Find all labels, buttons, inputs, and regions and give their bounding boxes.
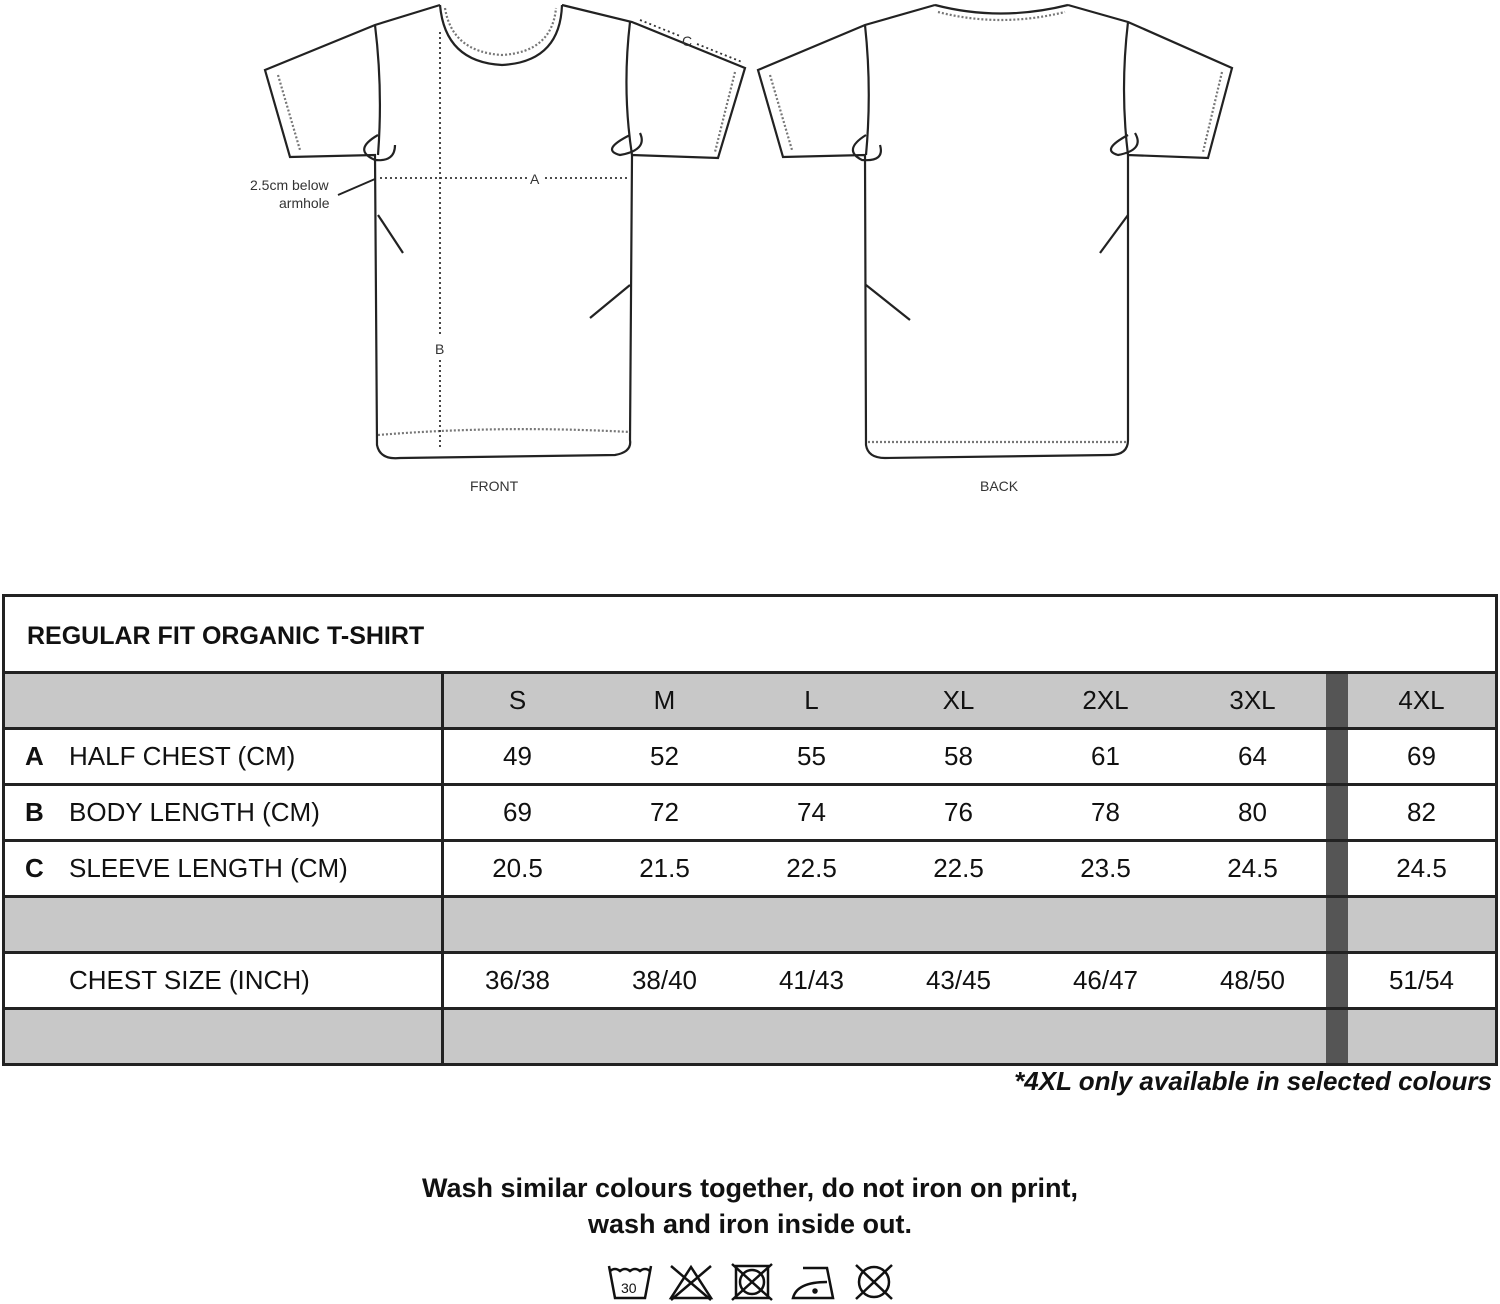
table-row: C SLEEVE LENGTH (CM) 20.5 21.5 22.5 22.5 23.5 2… — [5, 839, 1495, 895]
blank-row — [5, 895, 1495, 951]
cell: 52 — [650, 741, 679, 771]
cell: 43/45 — [925, 965, 992, 995]
cell: 51/54 — [1388, 965, 1455, 995]
back-tshirt — [756, 3, 1234, 460]
row-label: CHEST SIZE (INCH) — [69, 965, 310, 995]
cell: 55 — [797, 741, 826, 771]
cell: 69 — [1407, 741, 1436, 771]
front-tshirt — [263, 3, 747, 460]
row-label: HALF CHEST (CM) — [69, 741, 296, 771]
cell: 80 — [1238, 797, 1267, 827]
cell: 36/38 — [484, 965, 551, 995]
blank-row — [5, 1007, 1495, 1063]
cell: 38/40 — [631, 965, 698, 995]
footnote: *4XL only available in selected colours — [1014, 1066, 1492, 1096]
size-header: M — [653, 685, 676, 715]
care-line: wash and iron inside out. — [587, 1209, 913, 1239]
back-label: BACK — [980, 478, 1019, 494]
cell: 49 — [503, 741, 532, 771]
no-dry-clean-icon — [855, 1264, 893, 1300]
cell: 48/50 — [1219, 965, 1286, 995]
care-line: Wash similar colours together, do not ir… — [421, 1173, 1079, 1203]
cell: 24.5 — [1396, 853, 1447, 883]
measure-c-label: C — [682, 33, 692, 49]
care-instructions: Wash similar colours together, do not ir… — [0, 1170, 1500, 1242]
row-label: BODY LENGTH (CM) — [69, 797, 320, 827]
column-separator — [1326, 730, 1348, 783]
cell: 78 — [1091, 797, 1120, 827]
no-bleach-icon — [668, 1264, 714, 1301]
wash-30-icon: 30 — [607, 1265, 653, 1300]
row-letter: A — [25, 741, 44, 771]
armhole-arrow — [337, 178, 376, 196]
column-separator — [1326, 674, 1348, 727]
front-label: FRONT — [470, 478, 519, 494]
chest-size-row: CHEST SIZE (INCH) 36/38 38/40 41/43 43/4… — [5, 951, 1495, 1007]
measure-a-label: A — [530, 171, 540, 187]
measurement-lines — [380, 19, 743, 447]
cell: 58 — [944, 741, 973, 771]
table-title-row: REGULAR FIT ORGANIC T-SHIRT — [5, 597, 1495, 671]
cell: 46/47 — [1072, 965, 1139, 995]
row-label: SLEEVE LENGTH (CM) — [69, 853, 348, 883]
cell: 76 — [944, 797, 973, 827]
armhole-note-line2: armhole — [279, 195, 330, 211]
svg-text:30: 30 — [621, 1280, 637, 1296]
table-row: B BODY LENGTH (CM) 69 72 74 76 78 80 82 — [5, 783, 1495, 839]
table-title: REGULAR FIT ORGANIC T-SHIRT — [27, 621, 425, 650]
care-icons: 30 — [606, 1262, 898, 1302]
cell: 61 — [1091, 741, 1120, 771]
cell: 72 — [650, 797, 679, 827]
size-header: S — [508, 685, 527, 715]
cell: 23.5 — [1080, 853, 1131, 883]
size-header-row: S M L XL 2XL 3XL 4XL — [5, 671, 1495, 727]
cell: 82 — [1407, 797, 1436, 827]
column-separator — [1326, 786, 1348, 839]
size-table: REGULAR FIT ORGANIC T-SHIRT S M L XL 2XL… — [2, 594, 1498, 1066]
column-separator — [1326, 842, 1348, 895]
cell: 22.5 — [786, 853, 837, 883]
measure-b-label: B — [435, 341, 444, 357]
row-letter: B — [25, 797, 44, 827]
row-letter: C — [25, 853, 44, 883]
size-header: XL — [942, 685, 975, 715]
no-tumble-dry-icon — [731, 1263, 773, 1301]
cell: 21.5 — [639, 853, 690, 883]
cell: 64 — [1238, 741, 1267, 771]
iron-low-icon — [791, 1266, 835, 1300]
tshirt-diagram: A B C 2.5cm below armhole FRONT BACK — [250, 3, 1234, 494]
table-row: A HALF CHEST (CM) 49 52 55 58 61 64 69 — [5, 727, 1495, 783]
cell: 74 — [797, 797, 826, 827]
size-header: L — [804, 685, 819, 715]
armhole-note-line1: 2.5cm below — [250, 177, 329, 193]
size-header: 4XL — [1398, 685, 1445, 715]
cell: 24.5 — [1227, 853, 1278, 883]
size-header: 3XL — [1229, 685, 1276, 715]
size-header: 2XL — [1082, 685, 1129, 715]
cell: 22.5 — [933, 853, 984, 883]
cell: 20.5 — [492, 853, 543, 883]
cell: 41/43 — [778, 965, 845, 995]
cell: 69 — [503, 797, 532, 827]
